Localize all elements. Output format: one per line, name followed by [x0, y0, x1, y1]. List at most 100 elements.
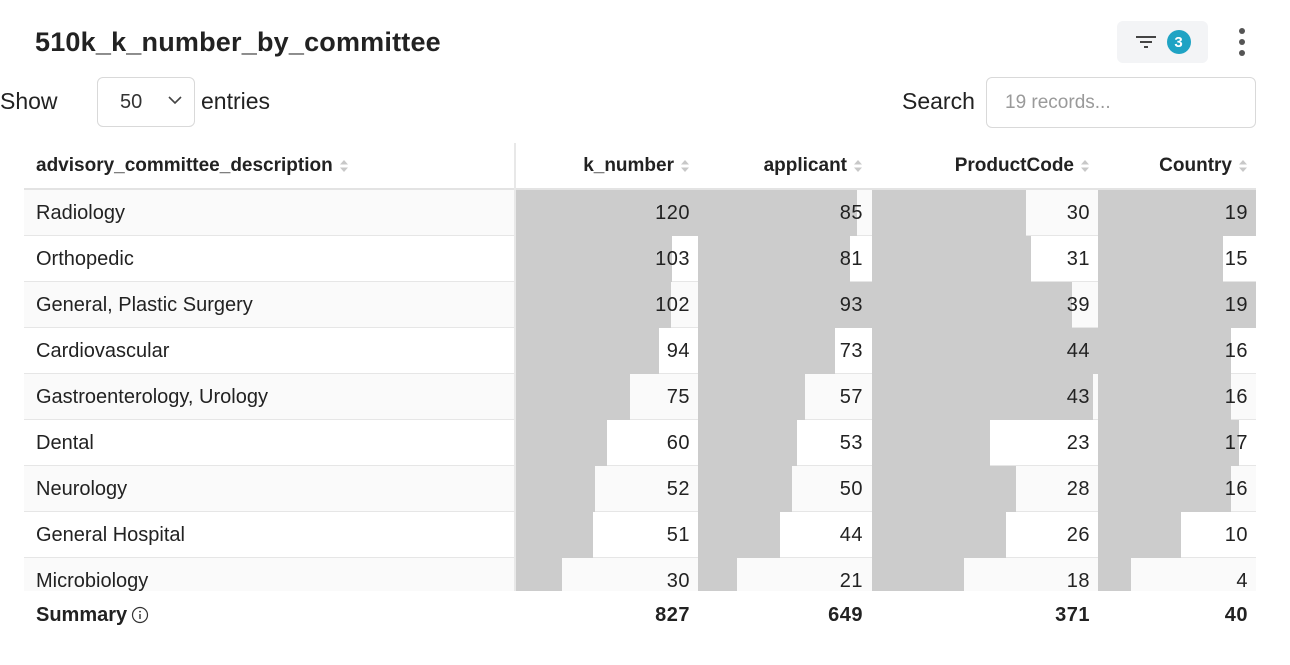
applicant-bar	[698, 558, 737, 591]
k_number-cell: 60	[666, 431, 690, 454]
committee-cell: Microbiology	[36, 569, 149, 592]
column-header-committee[interactable]: advisory_committee_description	[36, 143, 349, 188]
column-title: k_number	[583, 154, 674, 176]
k_number-bar	[516, 558, 562, 591]
summary-productcode: 371	[1055, 603, 1090, 626]
productcode-bar	[872, 328, 1098, 374]
chevron-down-icon	[168, 96, 182, 105]
table-header: advisory_committee_description k_number …	[24, 143, 1256, 190]
productcode-cell: 28	[1066, 477, 1090, 500]
applicant-cell: 50	[839, 477, 863, 500]
table-row[interactable]: Cardiovascular 94 73 44 16	[24, 328, 1256, 374]
productcode-cell: 30	[1066, 201, 1090, 224]
table-row[interactable]: General Hospital 51 44 26 10	[24, 512, 1256, 558]
page-title: 510k_k_number_by_committee	[35, 27, 441, 57]
data-table: advisory_committee_description k_number …	[24, 143, 1256, 591]
sort-icon	[339, 159, 348, 172]
filter-icon	[1135, 36, 1156, 48]
search-input[interactable]	[986, 77, 1256, 128]
productcode-bar	[872, 558, 964, 591]
country-bar	[1098, 374, 1231, 420]
productcode-bar	[872, 190, 1026, 236]
country-cell: 19	[1224, 201, 1248, 224]
productcode-bar	[872, 420, 990, 466]
sort-icon	[1081, 159, 1089, 172]
country-cell: 15	[1224, 247, 1248, 270]
applicant-cell: 53	[839, 431, 863, 454]
k_number-bar	[516, 328, 659, 374]
k_number-cell: 94	[666, 339, 690, 362]
country-cell: 19	[1224, 293, 1248, 316]
committee-cell: Dental	[36, 431, 94, 454]
k_number-bar	[516, 512, 593, 558]
table-row[interactable]: Neurology 52 50 28 16	[24, 466, 1256, 512]
country-cell: 16	[1224, 385, 1248, 408]
table-row[interactable]: Radiology 120 85 30 19	[24, 190, 1256, 236]
summary-row: Summary 827 649 371 40	[24, 591, 1256, 639]
column-header-k-number[interactable]: k_number	[516, 143, 690, 188]
country-bar	[1098, 420, 1239, 466]
column-header-productcode[interactable]: ProductCode	[872, 143, 1090, 188]
applicant-bar	[698, 328, 835, 374]
k_number-bar	[516, 282, 671, 328]
table-row[interactable]: Gastroenterology, Urology 75 57 43 16	[24, 374, 1256, 420]
applicant-cell: 85	[839, 201, 863, 224]
productcode-bar	[872, 282, 1072, 328]
applicant-bar	[698, 420, 797, 466]
committee-cell: Cardiovascular	[36, 339, 170, 362]
k_number-bar	[516, 374, 630, 420]
applicant-bar	[698, 190, 857, 236]
committee-cell: Neurology	[36, 477, 128, 500]
summary-k-number: 827	[655, 603, 690, 626]
productcode-cell: 23	[1066, 431, 1090, 454]
productcode-cell: 39	[1066, 293, 1090, 316]
productcode-cell: 18	[1066, 569, 1090, 592]
country-cell: 17	[1224, 431, 1248, 454]
table-row[interactable]: Dental 60 53 23 17	[24, 420, 1256, 466]
page-size-select[interactable]: 50	[97, 77, 195, 127]
applicant-bar	[698, 512, 780, 558]
column-header-country[interactable]: Country	[1098, 143, 1248, 188]
productcode-bar	[872, 466, 1016, 512]
column-title: ProductCode	[954, 154, 1074, 176]
k_number-bar	[516, 190, 698, 236]
country-bar	[1098, 328, 1231, 374]
table-row[interactable]: Microbiology 30 21 18 4	[24, 558, 1256, 591]
applicant-bar	[698, 236, 850, 282]
productcode-cell: 43	[1066, 385, 1090, 408]
applicant-cell: 57	[839, 385, 863, 408]
productcode-bar	[872, 236, 1031, 282]
filter-button[interactable]: 3	[1117, 21, 1208, 63]
k_number-cell: 75	[666, 385, 690, 408]
more-options-icon[interactable]	[1232, 26, 1252, 58]
show-label: Show	[0, 88, 58, 114]
country-bar	[1098, 558, 1131, 591]
table-row[interactable]: Orthopedic 103 81 31 15	[24, 236, 1256, 282]
committee-cell: Radiology	[36, 201, 125, 224]
applicant-bar	[698, 374, 805, 420]
country-bar	[1098, 190, 1256, 236]
column-divider	[514, 143, 516, 591]
info-icon[interactable]	[131, 606, 149, 624]
column-title: Country	[1159, 154, 1232, 176]
committee-cell: General Hospital	[36, 523, 185, 546]
summary-label: Summary	[36, 591, 149, 639]
k_number-cell: 30	[666, 569, 690, 592]
table-row[interactable]: General, Plastic Surgery 102 93 39 19	[24, 282, 1256, 328]
productcode-bar	[872, 512, 1006, 558]
column-title: advisory_committee_description	[36, 154, 333, 176]
k_number-cell: 52	[666, 477, 690, 500]
country-bar	[1098, 466, 1231, 512]
applicant-cell: 81	[839, 247, 863, 270]
country-bar	[1098, 236, 1223, 282]
k_number-bar	[516, 466, 595, 512]
column-header-applicant[interactable]: applicant	[698, 143, 863, 188]
summary-applicant: 649	[828, 603, 863, 626]
k_number-cell: 120	[655, 201, 690, 224]
committee-cell: Orthopedic	[36, 247, 134, 270]
sort-icon	[681, 159, 689, 172]
applicant-cell: 93	[839, 293, 863, 316]
country-cell: 4	[1236, 569, 1248, 592]
filter-count-badge: 3	[1166, 30, 1191, 54]
productcode-bar	[872, 374, 1093, 420]
